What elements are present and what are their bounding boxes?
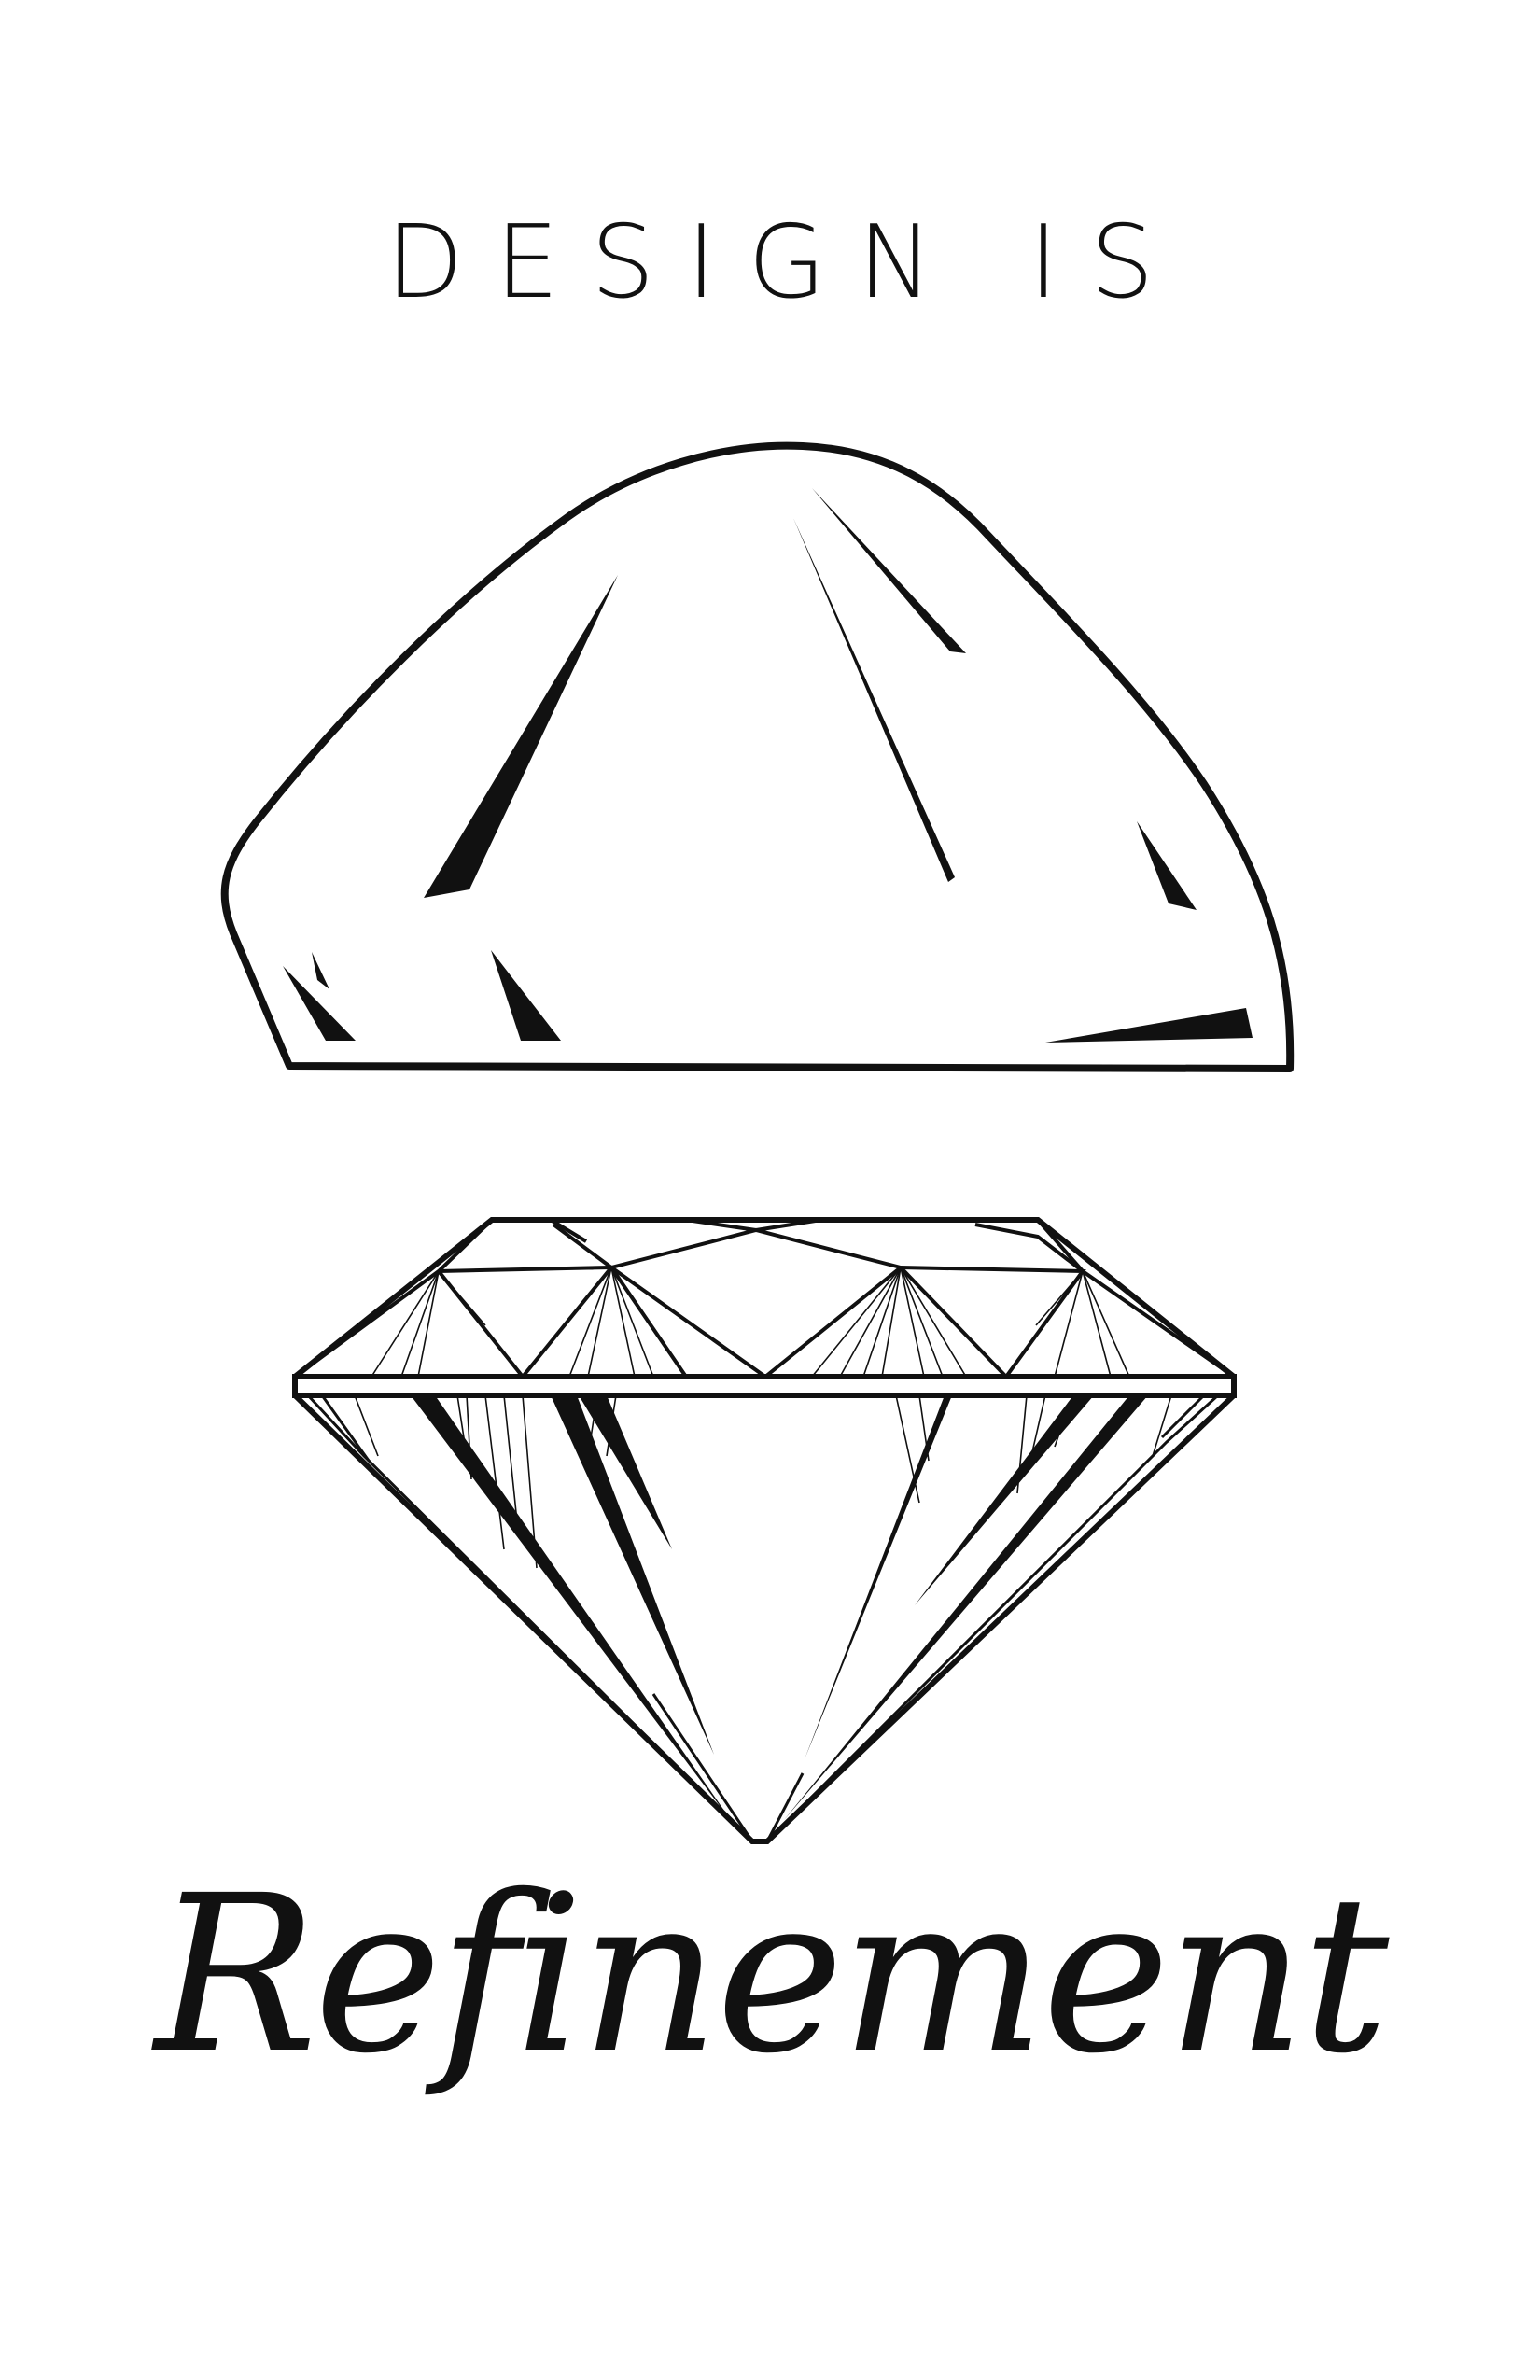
diamond-pavilion-shadows: [411, 1395, 1148, 1829]
stone-facet-strokes: [283, 488, 1253, 1043]
headline: DESIGN IS: [385, 204, 1186, 321]
stone-outline: [220, 441, 1295, 1072]
diamond-crown-facets: [293, 1218, 1236, 1379]
tagline: Refinement: [154, 1849, 1390, 2101]
diamond-pavilion-facets: [306, 1393, 1220, 1843]
diamond-pavilion: [292, 1393, 1237, 1844]
cut-diamond-icon: [292, 1217, 1237, 1844]
diamond-girdle: [292, 1374, 1237, 1398]
diamond-crown: [293, 1217, 1236, 1379]
rough-stone-icon: [220, 441, 1295, 1072]
diamond-crown-fine-lines: [371, 1267, 1130, 1378]
